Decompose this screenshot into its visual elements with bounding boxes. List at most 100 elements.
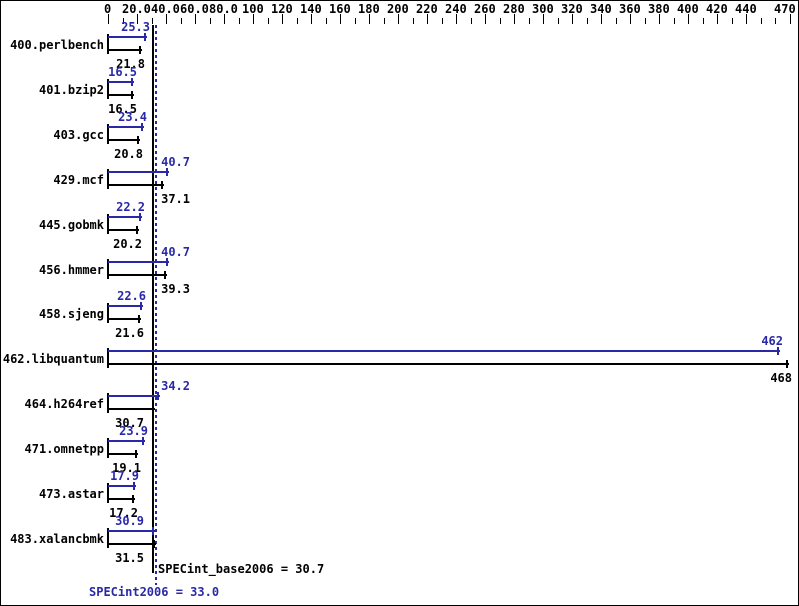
benchmark-label: 462.libquantum bbox=[2, 352, 104, 366]
base-bar bbox=[108, 318, 141, 320]
axis-tick-major bbox=[456, 14, 457, 24]
axis-tick-major bbox=[398, 14, 399, 24]
peak-bar bbox=[108, 81, 134, 83]
base-bar-cap bbox=[164, 271, 166, 279]
x-axis: 0 20.0 40.0 60.0 80.0 100 120 140 160 180 200 220 24… bbox=[1, 1, 798, 27]
base-bar bbox=[108, 184, 164, 186]
peak-bar bbox=[108, 305, 143, 307]
peak-bar-cap bbox=[141, 123, 143, 131]
axis-tick-major bbox=[746, 14, 747, 24]
base-value-label: 31.5 bbox=[115, 551, 144, 565]
axis-tick-label: 470 bbox=[774, 2, 796, 16]
axis-tick-label: 100 bbox=[242, 2, 264, 16]
axis-tick-major bbox=[630, 14, 631, 24]
base-bar-cap bbox=[138, 315, 140, 323]
axis-tick-minor bbox=[645, 18, 646, 24]
base-mean-line bbox=[152, 25, 154, 573]
axis-tick-minor bbox=[732, 18, 733, 24]
axis-tick-label: 220 bbox=[416, 2, 438, 16]
base-bar bbox=[108, 229, 139, 231]
axis-tick-label: 420 bbox=[706, 2, 728, 16]
axis-tick-minor bbox=[210, 18, 211, 24]
base-value-label: 17.2 bbox=[109, 506, 138, 520]
axis-tick-label: 0 bbox=[104, 2, 112, 16]
axis-tick-major bbox=[311, 14, 312, 24]
axis-tick-minor bbox=[558, 18, 559, 24]
peak-bar bbox=[108, 216, 142, 218]
peak-value-label: 23.4 bbox=[118, 110, 147, 124]
row-bracket bbox=[107, 169, 109, 189]
peak-bar bbox=[108, 530, 155, 532]
axis-tick-major bbox=[427, 14, 428, 24]
axis-tick-minor bbox=[587, 18, 588, 24]
base-bar bbox=[108, 49, 142, 51]
base-bar-cap bbox=[131, 91, 133, 99]
axis-tick-minor bbox=[384, 18, 385, 24]
benchmark-label: 473.astar bbox=[38, 487, 104, 501]
peak-bar-cap bbox=[131, 78, 133, 86]
axis-tick-major bbox=[790, 14, 791, 24]
axis-tick-major bbox=[688, 14, 689, 24]
peak-bar bbox=[108, 440, 145, 442]
peak-value-label: 23.9 bbox=[119, 424, 148, 438]
axis-tick-major bbox=[137, 14, 138, 24]
axis-tick-minor bbox=[268, 18, 269, 24]
base-value-label: 468 bbox=[770, 371, 792, 385]
axis-tick-minor bbox=[239, 18, 240, 24]
axis-tick-label: 80.0 bbox=[209, 2, 238, 16]
base-bar-cap bbox=[161, 181, 163, 189]
base-bar bbox=[108, 363, 789, 365]
row-bracket bbox=[107, 303, 109, 323]
axis-tick-minor bbox=[616, 18, 617, 24]
axis-tick-major bbox=[543, 14, 544, 24]
axis-tick-label: 40.0 bbox=[151, 2, 180, 16]
axis-tick-minor bbox=[674, 18, 675, 24]
axis-tick-minor bbox=[152, 18, 153, 24]
peak-value-label: 34.2 bbox=[161, 379, 190, 393]
axis-tick-major bbox=[224, 14, 225, 24]
benchmark-label: 471.omnetpp bbox=[24, 442, 104, 456]
peak-value-label: 17.9 bbox=[110, 469, 139, 483]
base-bar-cap bbox=[132, 495, 134, 503]
axis-tick-label: 240 bbox=[445, 2, 467, 16]
axis-tick-major bbox=[282, 14, 283, 24]
peak-bar bbox=[108, 126, 144, 128]
row-bracket bbox=[107, 34, 109, 54]
base-bar bbox=[108, 453, 138, 455]
axis-tick-minor bbox=[471, 18, 472, 24]
axis-tick-minor bbox=[500, 18, 501, 24]
base-bar bbox=[108, 139, 140, 141]
axis-tick-label: 400 bbox=[677, 2, 699, 16]
base-bar bbox=[108, 408, 155, 410]
axis-tick-label: 20.0 bbox=[122, 2, 151, 16]
peak-bar-cap bbox=[166, 258, 168, 266]
row-bracket bbox=[107, 79, 109, 99]
axis-tick-major bbox=[572, 14, 573, 24]
base-value-label: 20.8 bbox=[114, 147, 143, 161]
axis-tick-minor bbox=[775, 18, 776, 24]
base-value-label: 20.2 bbox=[113, 237, 142, 251]
peak-bar bbox=[108, 395, 160, 397]
peak-bar-cap bbox=[139, 213, 141, 221]
base-bar bbox=[108, 498, 135, 500]
axis-tick-minor bbox=[761, 18, 762, 24]
peak-bar-cap bbox=[142, 437, 144, 445]
axis-tick-minor bbox=[326, 18, 327, 24]
row-bracket bbox=[107, 528, 109, 548]
benchmark-label: 400.perlbench bbox=[10, 38, 104, 52]
peak-value-label: 40.7 bbox=[161, 245, 190, 259]
peak-bar-cap bbox=[140, 302, 142, 310]
benchmark-label: 429.mcf bbox=[53, 173, 104, 187]
peak-bar bbox=[108, 36, 147, 38]
base-value-label: 19.1 bbox=[112, 461, 141, 475]
axis-tick-minor bbox=[123, 18, 124, 24]
peak-bar-cap bbox=[166, 168, 168, 176]
row-bracket bbox=[107, 438, 109, 458]
axis-tick-label: 200 bbox=[387, 2, 409, 16]
base-value-label: 21.6 bbox=[115, 326, 144, 340]
peak-value-label: 16.5 bbox=[108, 65, 137, 79]
axis-tick-label: 140 bbox=[300, 2, 322, 16]
axis-tick-label: 260 bbox=[474, 2, 496, 16]
